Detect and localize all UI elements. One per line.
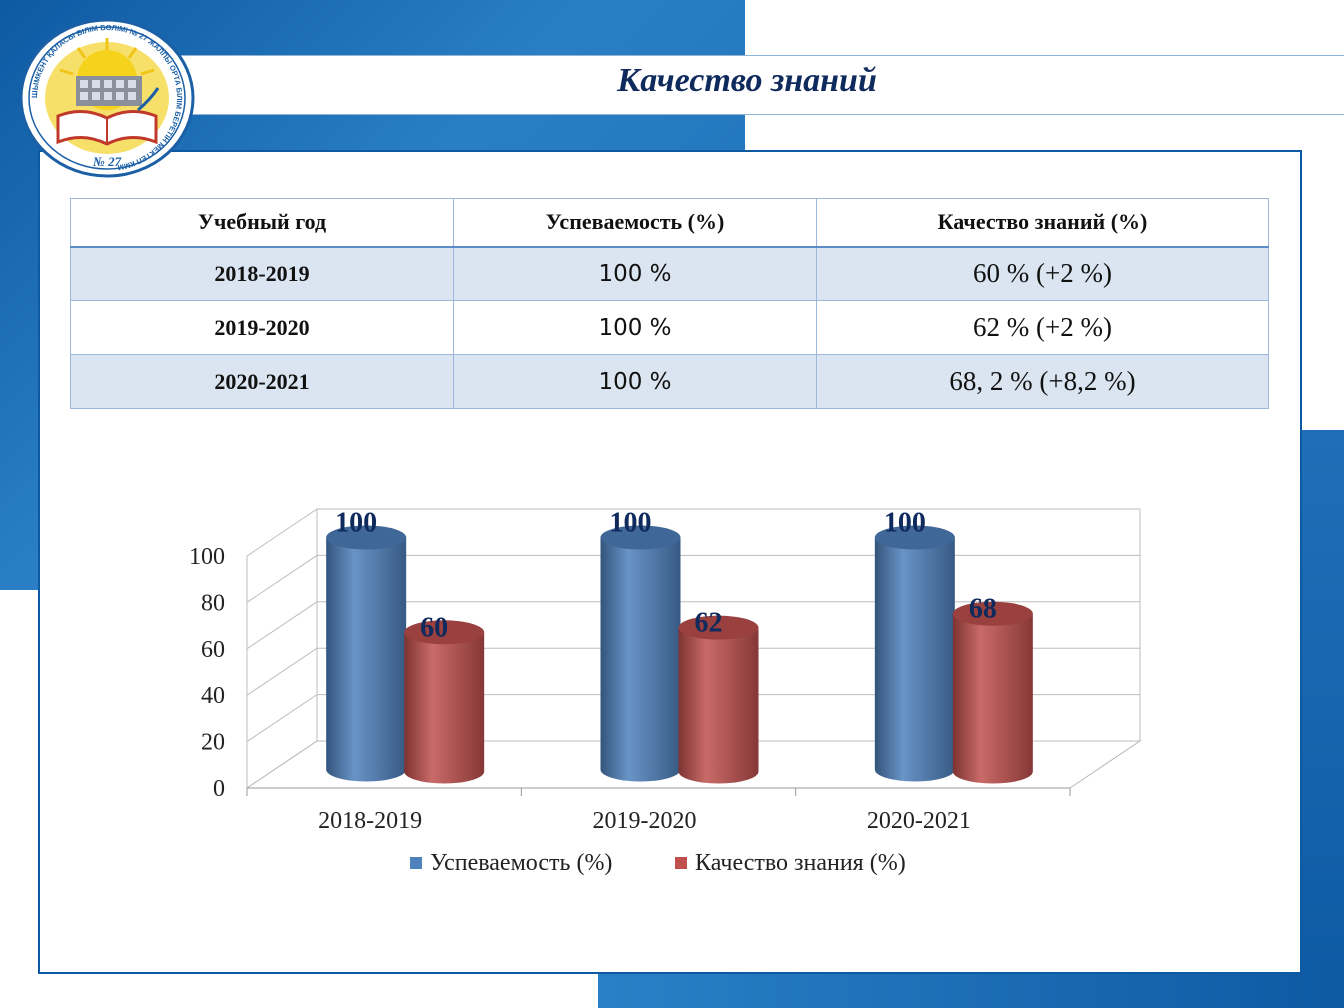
background-right-strip <box>1296 430 1344 1008</box>
data-label: 100 <box>610 508 652 539</box>
cell-quality: 62 % (+2 %) <box>816 300 1269 355</box>
bar-top <box>600 525 681 550</box>
y-tick-label: 80 <box>201 590 225 616</box>
svg-text:№ 27: № 27 <box>92 154 122 169</box>
bar-cylinder <box>678 627 759 784</box>
data-label: 100 <box>335 508 377 539</box>
bar-top <box>874 525 955 550</box>
bar-top <box>678 615 759 640</box>
header-quality: Качество знаний (%) <box>816 198 1269 248</box>
y-tick-label: 60 <box>201 637 225 663</box>
data-label: 60 <box>420 612 448 643</box>
x-tick-label: 2020-2021 <box>867 808 971 834</box>
bar-cylinder <box>600 537 681 782</box>
legend-swatch <box>410 857 422 869</box>
results-table: Учебный год Успеваемость (%) Качество зн… <box>70 198 1269 409</box>
cell-quality: 68, 2 % (+8,2 %) <box>816 354 1269 409</box>
table-row: 2020-2021 100 % 68, 2 % (+8,2 %) <box>70 354 1269 409</box>
cell-success: 100 % <box>453 246 817 301</box>
y-tick-label: 100 <box>189 544 225 570</box>
x-tick-label: 2019-2020 <box>593 808 697 834</box>
y-tick-label: 0 <box>213 776 225 802</box>
bar-cylinder <box>404 632 485 784</box>
bar-top <box>404 620 485 645</box>
table-row: 2019-2020 100 % 62 % (+2 %) <box>70 300 1269 355</box>
data-label: 62 <box>695 608 723 639</box>
bar-top <box>326 525 407 550</box>
legend-label: Качество знания (%) <box>695 850 906 876</box>
cell-year: 2019-2020 <box>70 300 454 355</box>
cell-quality: 60 % (+2 %) <box>816 246 1269 301</box>
slide-title: Качество знаний <box>617 62 877 99</box>
title-band <box>150 55 1344 115</box>
bar-chart: 0 20 40 60 80 100 2018-2019 100 60 2019-2020 100 62… <box>189 508 1142 876</box>
cell-year: 2020-2021 <box>70 354 454 409</box>
table-row: 2018-2019 100 % 60 % (+2 %) <box>70 246 1269 301</box>
cell-success: 100 % <box>453 354 817 409</box>
header-year: Учебный год <box>70 198 454 248</box>
legend-swatch <box>675 857 687 869</box>
bar-top <box>952 601 1033 626</box>
data-label: 100 <box>884 508 926 539</box>
x-tick-label: 2018-2019 <box>318 808 422 834</box>
bar-cylinder <box>952 613 1033 784</box>
y-tick-label: 20 <box>201 730 225 756</box>
school-emblem-icon: ШЫМКЕНТ ҚАЛАСЫ БІЛІМ БӨЛІМІ № 27 ЖАЛПЫ О… <box>19 18 195 178</box>
header-success: Успеваемость (%) <box>453 198 817 248</box>
data-label: 68 <box>969 594 997 625</box>
cell-year: 2018-2019 <box>70 246 454 301</box>
bar-cylinder <box>326 537 407 782</box>
y-tick-label: 40 <box>201 683 225 709</box>
bar-cylinder <box>874 537 955 782</box>
table-header-row: Учебный год Успеваемость (%) Качество зн… <box>70 198 1269 248</box>
cell-success: 100 % <box>453 300 817 355</box>
legend-label: Успеваемость (%) <box>430 850 612 876</box>
